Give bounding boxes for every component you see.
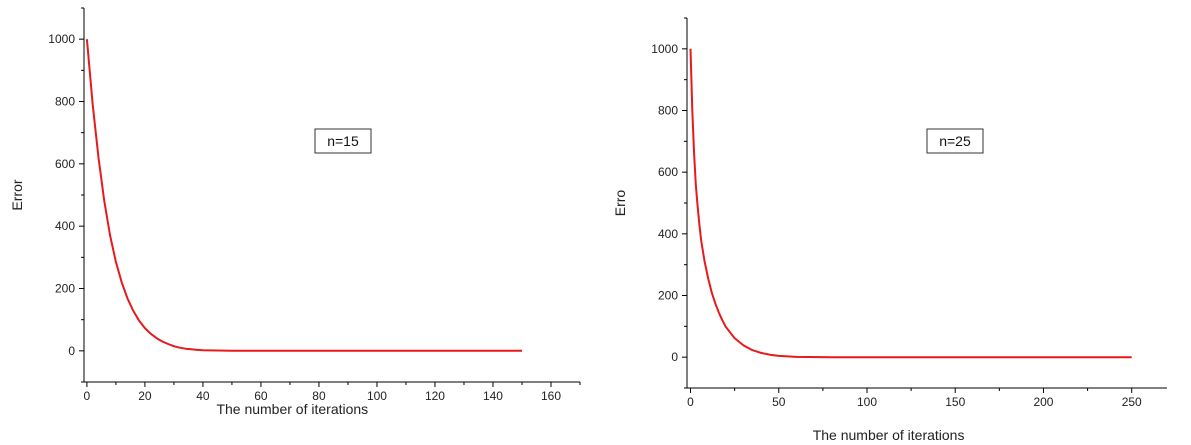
annotation-box-1 — [926, 128, 984, 154]
x-tick-label-0: 120 — [425, 389, 445, 403]
y-tick-label-0: 1000 — [48, 32, 75, 46]
x-tick-label-1: 0 — [687, 395, 694, 409]
y-tick-label-1: 600 — [658, 165, 678, 179]
annotation-box-0 — [314, 128, 372, 154]
x-tick-label-0: 160 — [541, 389, 561, 403]
x-tick-label-0: 80 — [312, 389, 326, 403]
y-tick-label-1: 800 — [658, 104, 678, 118]
x-tick-label-0: 0 — [84, 389, 91, 403]
x-axis-label-1: The number of iterations — [813, 427, 965, 443]
x-tick-label-1: 100 — [857, 395, 877, 409]
y-tick-label-0: 600 — [55, 157, 75, 171]
x-tick-label-0: 40 — [196, 389, 210, 403]
series-line-1-0 — [689, 48, 1132, 359]
y-tick-label-1: 0 — [671, 350, 678, 364]
x-tick-label-1: 150 — [945, 395, 965, 409]
x-tick-label-1: 250 — [1122, 395, 1142, 409]
series-line-0-0 — [85, 39, 522, 352]
x-tick-label-0: 100 — [367, 389, 387, 403]
y-axis-label-0: Error — [9, 179, 25, 210]
x-tick-label-0: 60 — [254, 389, 268, 403]
x-tick-label-1: 50 — [772, 395, 786, 409]
y-axis-label-1: Erro — [612, 190, 628, 217]
y-tick-label-0: 200 — [55, 282, 75, 296]
y-tick-label-0: 400 — [55, 219, 75, 233]
x-axis-label-0: The number of iterations — [216, 401, 368, 417]
y-tick-label-1: 400 — [658, 227, 678, 241]
y-tick-label-0: 800 — [55, 95, 75, 109]
y-tick-label-1: 1000 — [651, 42, 678, 56]
x-tick-label-0: 140 — [483, 389, 503, 403]
y-tick-label-0: 0 — [68, 344, 75, 358]
x-tick-label-0: 20 — [138, 389, 152, 403]
annotation-text-0: n=15 — [327, 133, 359, 149]
annotation-text-1: n=25 — [939, 133, 971, 149]
y-tick-label-1: 200 — [658, 289, 678, 303]
x-tick-label-1: 200 — [1033, 395, 1053, 409]
